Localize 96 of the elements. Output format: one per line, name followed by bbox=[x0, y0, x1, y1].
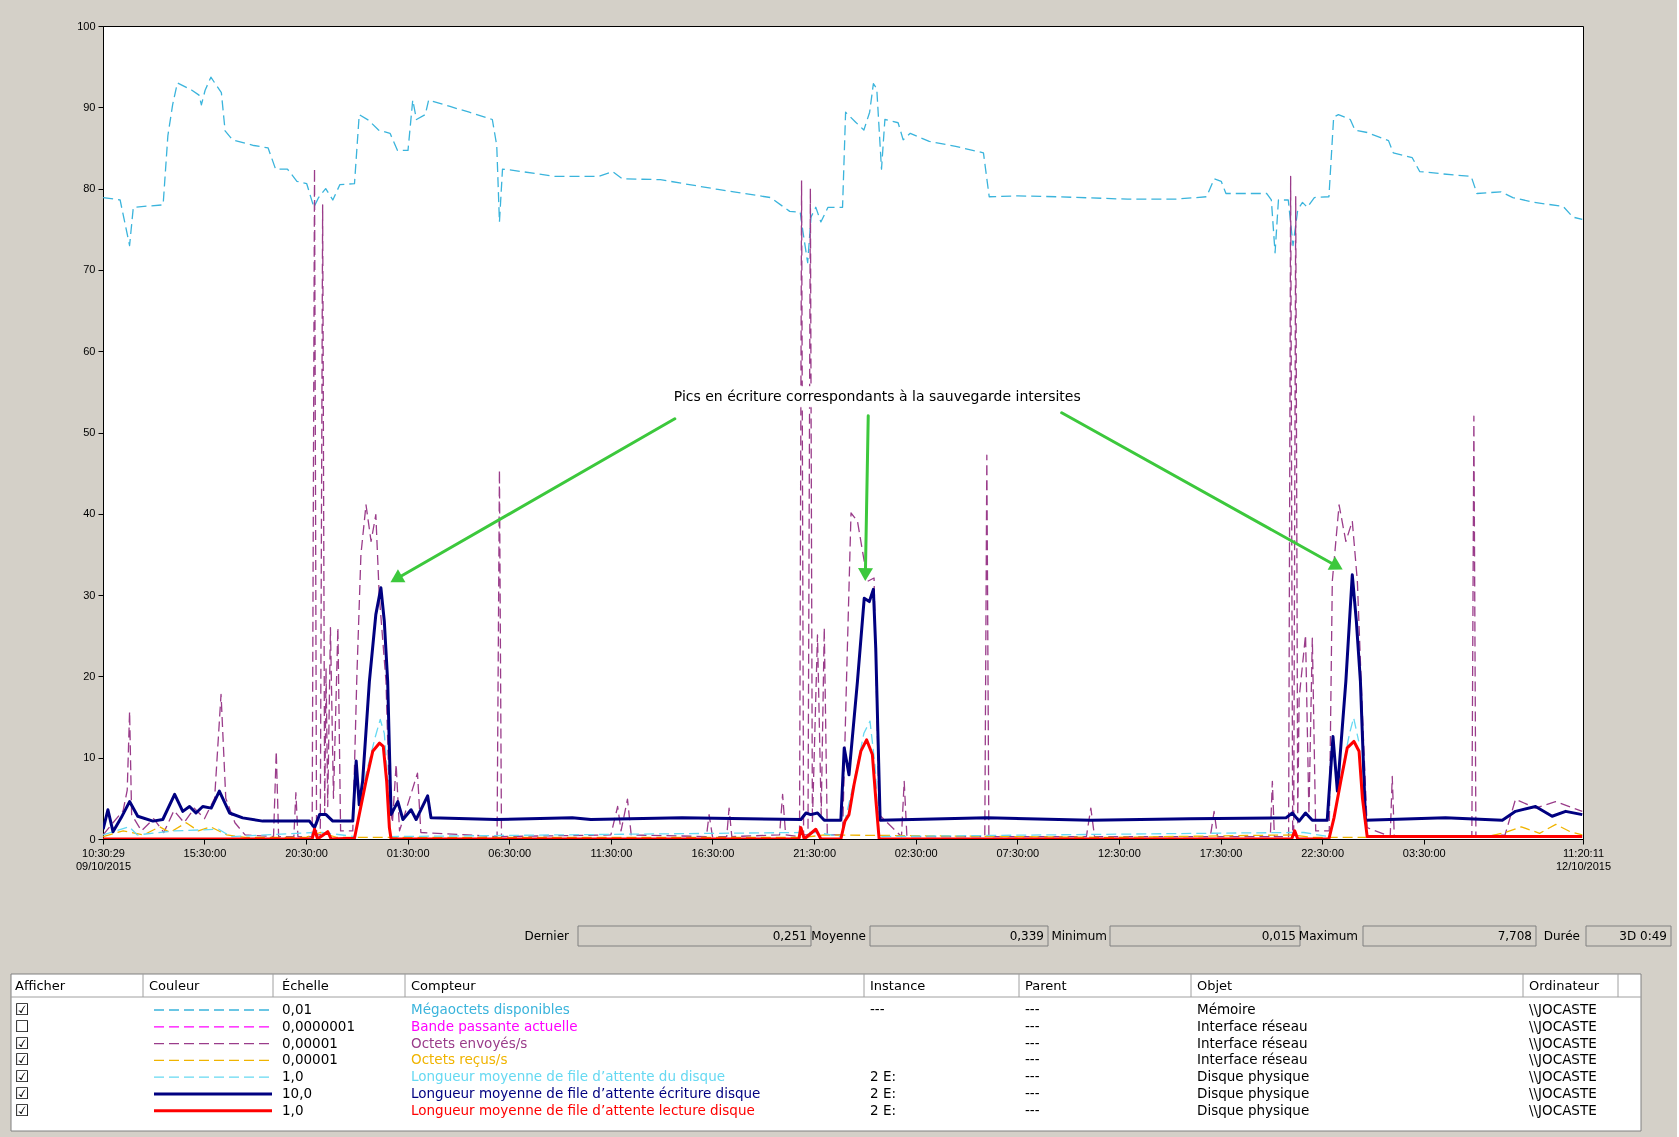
text: 1,0 bbox=[282, 1068, 304, 1085]
annotation: Pics en écriture correspondants à la sauvegarde intersites bbox=[673, 387, 1081, 404]
text: ☑ bbox=[15, 1050, 30, 1070]
category-label: Moyenne bbox=[811, 929, 866, 943]
text: 2 E: bbox=[870, 1068, 896, 1085]
text: ☑ bbox=[15, 1033, 30, 1053]
text: \\JOCASTE bbox=[1529, 1001, 1597, 1017]
line-series bbox=[103, 167, 1583, 838]
text: --- bbox=[1025, 1001, 1040, 1017]
text: ☐ bbox=[15, 1016, 30, 1036]
y-tick-label: 90 bbox=[83, 100, 96, 113]
text: --- bbox=[1025, 1017, 1040, 1034]
category-label: Dernier bbox=[524, 929, 570, 943]
text: Octets envoyés/s bbox=[411, 1034, 528, 1051]
line-series bbox=[103, 738, 1583, 839]
x-tick-label: 01:30:00 bbox=[386, 846, 430, 859]
text: Disque physique bbox=[1197, 1085, 1310, 1101]
y-tick-label: 20 bbox=[83, 669, 96, 682]
text: Interface réseau bbox=[1197, 1017, 1308, 1034]
text: 0,0000001 bbox=[282, 1017, 356, 1034]
text: Interface réseau bbox=[1197, 1051, 1308, 1068]
text: Disque physique bbox=[1197, 1101, 1310, 1118]
text: 1,0 bbox=[282, 1101, 304, 1118]
text: \\JOCASTE bbox=[1529, 1017, 1597, 1034]
x-tick-label: 22:30:00 bbox=[1301, 846, 1345, 859]
text: Disque physique bbox=[1197, 1068, 1310, 1085]
text: Longueur moyenne de file d’attente lecture disque bbox=[411, 1101, 755, 1118]
text: --- bbox=[1025, 1101, 1040, 1118]
text: 10,0 bbox=[282, 1085, 313, 1101]
line-series bbox=[103, 822, 1583, 839]
text: Longueur moyenne de file d’attente écriture disque bbox=[411, 1085, 761, 1101]
text: --- bbox=[1025, 1068, 1040, 1085]
x-tick-label: 02:30:00 bbox=[894, 846, 938, 859]
x-tick-label: 16:30:00 bbox=[691, 846, 735, 859]
x-tick-label: 21:30:00 bbox=[793, 846, 837, 859]
text: 2 E: bbox=[870, 1101, 896, 1118]
text: \\JOCASTE bbox=[1529, 1101, 1597, 1118]
category-label: Parent bbox=[1025, 977, 1067, 993]
category-label: Durée bbox=[1543, 929, 1580, 943]
text: --- bbox=[870, 1001, 885, 1017]
text: Longueur moyenne de file d’attente du disque bbox=[411, 1068, 726, 1085]
y-tick-label: 40 bbox=[83, 507, 96, 520]
y-tick-label: 100 bbox=[77, 19, 96, 32]
x-tick-label: 07:30:00 bbox=[996, 846, 1040, 859]
text: 3D 0:49 bbox=[1619, 929, 1667, 943]
y-tick-label: 70 bbox=[83, 263, 96, 276]
text: --- bbox=[1025, 1034, 1040, 1051]
x-tick-label: 17:30:00 bbox=[1199, 846, 1243, 859]
line-series bbox=[103, 573, 1583, 834]
x-tick-label: 06:30:00 bbox=[488, 846, 532, 859]
text: Mémoire bbox=[1197, 1001, 1256, 1017]
text: 0,251 bbox=[772, 929, 807, 943]
x-tick-label: 20:30:00 bbox=[285, 846, 328, 859]
category-label: Afficher bbox=[15, 977, 66, 993]
y-tick-label: 30 bbox=[83, 588, 96, 601]
text: 7,708 bbox=[1497, 929, 1532, 943]
legend-label: Bande passante actuelle bbox=[411, 1017, 578, 1034]
text: Interface réseau bbox=[1197, 1034, 1308, 1051]
x-tick-label: 15:30:00 bbox=[183, 846, 227, 859]
text: ☑ bbox=[15, 1084, 30, 1103]
category-label: Minimum bbox=[1051, 929, 1107, 943]
category-label: Échelle bbox=[282, 977, 329, 993]
y-tick-label: 80 bbox=[83, 182, 96, 195]
text: --- bbox=[1025, 1085, 1040, 1101]
category-label: Ordinateur bbox=[1529, 977, 1600, 993]
y-tick-label: 10 bbox=[83, 751, 96, 764]
text: 2 E: bbox=[870, 1085, 896, 1101]
text: ☑ bbox=[15, 1100, 30, 1120]
text: 0,339 bbox=[1009, 929, 1044, 943]
x-tick-label: 12:30:00 bbox=[1098, 846, 1141, 859]
text: \\JOCASTE bbox=[1529, 1051, 1597, 1068]
y-tick-label: 50 bbox=[83, 426, 96, 438]
x-tick-label: 11:20:11 12/10/2015 bbox=[1555, 846, 1612, 872]
x-tick-label: 03:30:00 bbox=[1402, 846, 1446, 859]
line-series bbox=[103, 76, 1583, 264]
text: \\JOCASTE bbox=[1529, 1085, 1597, 1101]
text: \\JOCASTE bbox=[1529, 1068, 1597, 1085]
category-label: Maximum bbox=[1298, 929, 1358, 943]
x-tick-label: 10:30:29 09/10/2015 bbox=[75, 846, 132, 872]
category-label: Instance bbox=[870, 977, 926, 993]
text: 0,015 bbox=[1261, 929, 1296, 943]
text: --- bbox=[1025, 1051, 1040, 1068]
text: Octets reçus/s bbox=[411, 1051, 508, 1068]
text: 0,00001 bbox=[282, 1051, 338, 1068]
y-tick-label: 60 bbox=[83, 344, 96, 357]
y-tick-label: 0 bbox=[89, 832, 96, 845]
category-label: Compteur bbox=[411, 977, 477, 993]
text: 0,01 bbox=[282, 1001, 313, 1017]
text: ☑ bbox=[15, 1067, 30, 1087]
category-label: Couleur bbox=[149, 977, 201, 993]
text: ☑ bbox=[15, 1000, 30, 1019]
x-tick-label: 11:30:00 bbox=[590, 846, 633, 859]
text: Mégaoctets disponibles bbox=[411, 1001, 570, 1017]
text: \\JOCASTE bbox=[1529, 1034, 1597, 1051]
category-label: Objet bbox=[1197, 977, 1233, 993]
text: 0,00001 bbox=[282, 1034, 338, 1051]
